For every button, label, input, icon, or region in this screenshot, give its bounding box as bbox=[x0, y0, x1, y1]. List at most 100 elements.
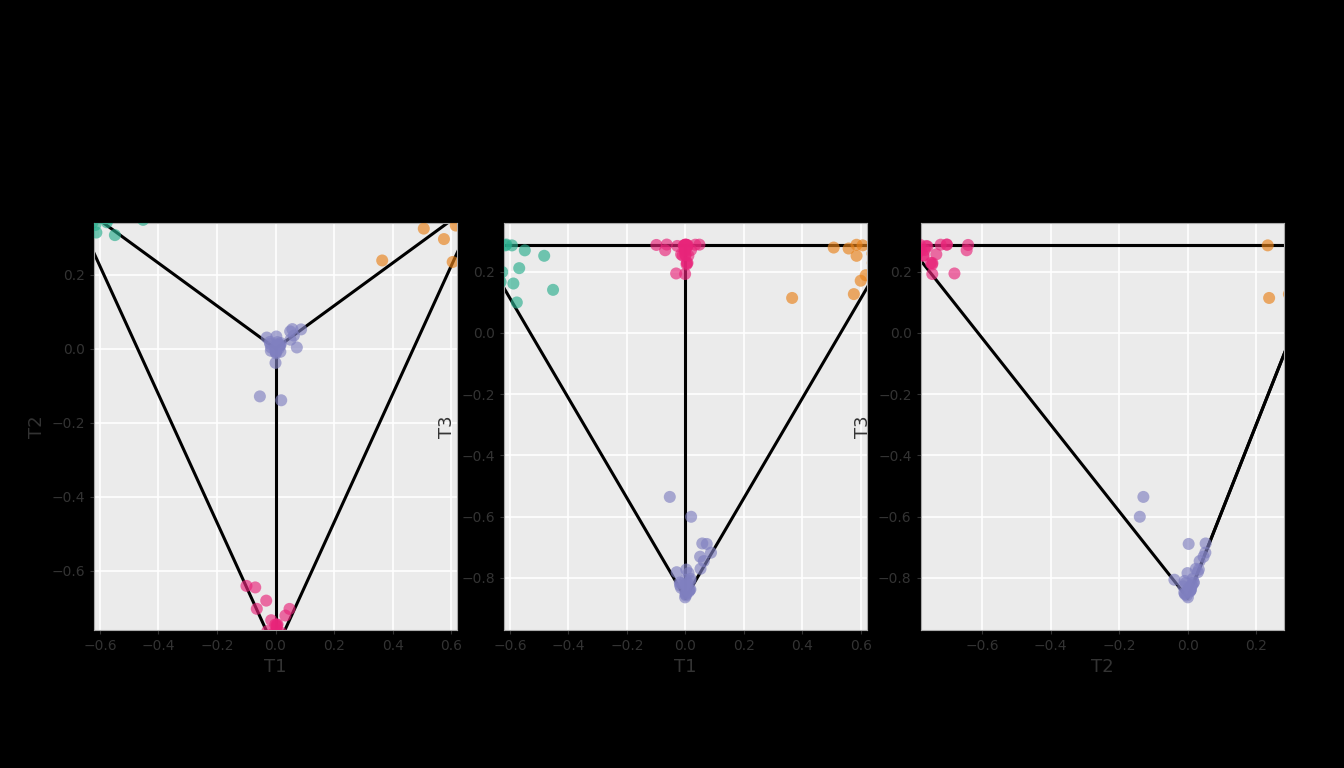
Point bbox=[1189, 555, 1211, 568]
Point bbox=[845, 239, 867, 251]
Point bbox=[874, 238, 895, 250]
Point bbox=[675, 574, 696, 586]
Point bbox=[677, 567, 699, 579]
Point bbox=[1257, 239, 1278, 251]
Y-axis label: T3: T3 bbox=[438, 415, 456, 438]
Point bbox=[867, 243, 888, 255]
Point bbox=[427, 203, 449, 215]
Point bbox=[469, 239, 491, 251]
Point bbox=[1258, 292, 1279, 304]
Point bbox=[245, 581, 266, 594]
Point bbox=[675, 239, 696, 251]
Point bbox=[474, 239, 496, 251]
Point bbox=[286, 341, 308, 353]
Point bbox=[69, 193, 90, 205]
Point bbox=[898, 239, 919, 251]
Point bbox=[914, 244, 935, 257]
Point bbox=[673, 239, 695, 251]
Point bbox=[93, 212, 114, 224]
Point bbox=[867, 260, 888, 272]
Point bbox=[60, 197, 82, 210]
Point bbox=[1308, 257, 1329, 269]
Point bbox=[675, 588, 696, 601]
Point bbox=[1305, 260, 1327, 272]
Point bbox=[77, 208, 98, 220]
Point bbox=[262, 627, 284, 640]
Point bbox=[1312, 250, 1333, 262]
Point bbox=[1310, 253, 1332, 265]
Point bbox=[1316, 240, 1337, 252]
Point bbox=[85, 219, 106, 231]
Point bbox=[872, 238, 894, 250]
Point bbox=[67, 197, 89, 210]
Point bbox=[1316, 240, 1337, 252]
Point bbox=[433, 233, 454, 245]
Y-axis label: T2: T2 bbox=[28, 415, 46, 438]
Point bbox=[1297, 277, 1318, 290]
Point bbox=[265, 343, 286, 356]
Point bbox=[676, 257, 698, 269]
Point bbox=[452, 215, 473, 227]
Point bbox=[270, 394, 292, 406]
Point bbox=[435, 191, 457, 204]
Point bbox=[900, 239, 922, 251]
Point bbox=[290, 323, 312, 336]
Point bbox=[257, 625, 278, 637]
Point bbox=[461, 213, 482, 225]
Point bbox=[1133, 491, 1154, 503]
Point bbox=[280, 333, 301, 346]
Point bbox=[676, 240, 698, 253]
Point bbox=[874, 248, 895, 260]
Point bbox=[910, 244, 931, 257]
Point bbox=[902, 239, 923, 251]
Point bbox=[667, 240, 688, 252]
Point bbox=[69, 207, 90, 219]
Point bbox=[266, 336, 288, 348]
Point bbox=[103, 229, 125, 241]
Point bbox=[665, 566, 687, 578]
Point bbox=[1313, 247, 1335, 260]
Point bbox=[899, 239, 921, 251]
Point bbox=[442, 256, 464, 268]
Point bbox=[676, 240, 698, 253]
Point bbox=[267, 618, 289, 631]
Point bbox=[677, 240, 699, 252]
Point bbox=[508, 262, 530, 274]
Point bbox=[675, 249, 696, 261]
Point bbox=[461, 199, 482, 211]
Point bbox=[263, 639, 285, 651]
Point bbox=[913, 250, 934, 262]
Point bbox=[903, 240, 925, 252]
Point bbox=[879, 239, 900, 251]
Point bbox=[1297, 239, 1318, 251]
Point bbox=[458, 203, 480, 215]
Point bbox=[671, 581, 692, 594]
Point bbox=[935, 239, 957, 251]
Point bbox=[1179, 584, 1200, 596]
Point bbox=[513, 244, 535, 257]
Point bbox=[1308, 255, 1329, 267]
Point bbox=[1309, 238, 1331, 250]
Point bbox=[676, 258, 698, 270]
Point bbox=[1177, 581, 1199, 594]
Point bbox=[1316, 240, 1337, 252]
Point bbox=[837, 243, 859, 255]
Point bbox=[69, 192, 90, 204]
Point bbox=[700, 547, 722, 559]
Point bbox=[269, 339, 290, 352]
Point bbox=[266, 338, 288, 350]
Point bbox=[1176, 589, 1198, 601]
Point bbox=[937, 238, 958, 250]
Point bbox=[132, 214, 153, 226]
Point bbox=[59, 195, 81, 207]
Point bbox=[906, 249, 927, 261]
Point bbox=[496, 238, 517, 250]
Point bbox=[265, 356, 286, 369]
Point bbox=[266, 641, 288, 653]
Point bbox=[855, 269, 876, 281]
Point bbox=[675, 588, 696, 600]
Point bbox=[675, 589, 696, 601]
Point bbox=[1313, 239, 1335, 251]
Point bbox=[1301, 260, 1322, 272]
Point bbox=[69, 201, 90, 214]
